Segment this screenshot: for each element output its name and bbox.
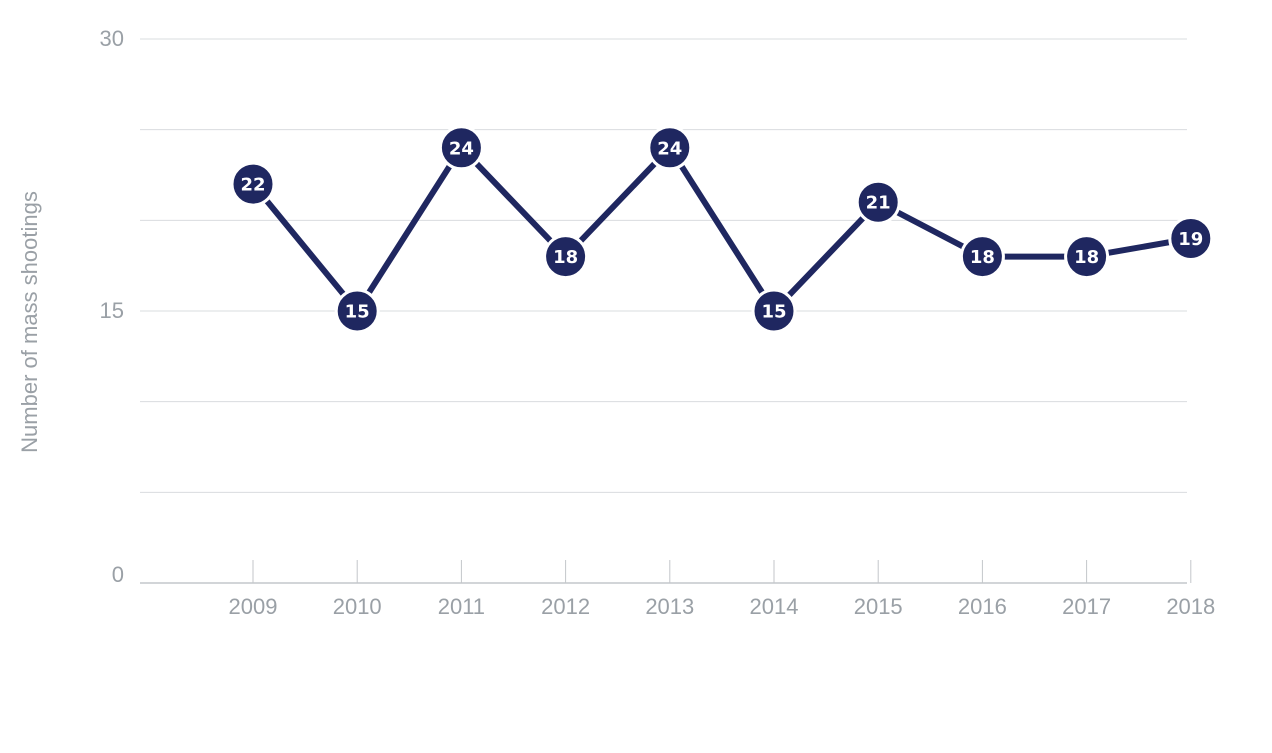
series-layer: 22 15 24 18 24 15 21 18 18 19: [230, 125, 1214, 334]
x-tick-label: 2016: [958, 594, 1007, 619]
y-tick-label: 0: [112, 562, 124, 587]
data-label: 18: [970, 247, 995, 268]
data-label: 24: [657, 138, 682, 159]
x-tick-label: 2009: [229, 594, 278, 619]
gridlines: [140, 38, 1187, 493]
data-label: 15: [761, 302, 786, 323]
data-label: 24: [449, 138, 474, 159]
data-label: 22: [240, 175, 265, 196]
x-tick-label: 2015: [854, 594, 903, 619]
y-tick-label: 15: [100, 298, 124, 323]
x-tick-label: 2013: [645, 594, 694, 619]
x-tick-label: 2011: [438, 594, 485, 619]
data-point: [230, 161, 276, 207]
data-point: [647, 125, 693, 171]
data-label: 18: [1074, 247, 1099, 268]
data-point: [959, 234, 1005, 280]
data-label: 19: [1178, 229, 1203, 250]
data-point: [1064, 234, 1110, 280]
data-point: [855, 179, 901, 225]
y-axis-title: Number of mass shootings: [17, 191, 42, 453]
data-point: [334, 288, 380, 334]
x-axis: 2009 2010 2011 2012 2013 2014 2015 2016 2017 2018: [140, 560, 1215, 619]
series-line: [250, 144, 1194, 314]
data-label: 21: [866, 193, 891, 214]
x-tick-label: 2012: [541, 594, 590, 619]
data-point: [1168, 215, 1214, 261]
data-point: [543, 234, 589, 280]
y-tick-label: 30: [100, 26, 124, 51]
x-tick-label: 2018: [1166, 594, 1215, 619]
data-point: [438, 125, 484, 171]
x-tick-label: 2010: [333, 594, 382, 619]
x-tick-label: 2014: [750, 594, 799, 619]
y-axis-tick-labels: 0 15 30: [100, 26, 124, 587]
data-label: 15: [345, 302, 370, 323]
x-tick-label: 2017: [1062, 594, 1111, 619]
data-point: [751, 288, 797, 334]
data-label: 18: [553, 247, 578, 268]
